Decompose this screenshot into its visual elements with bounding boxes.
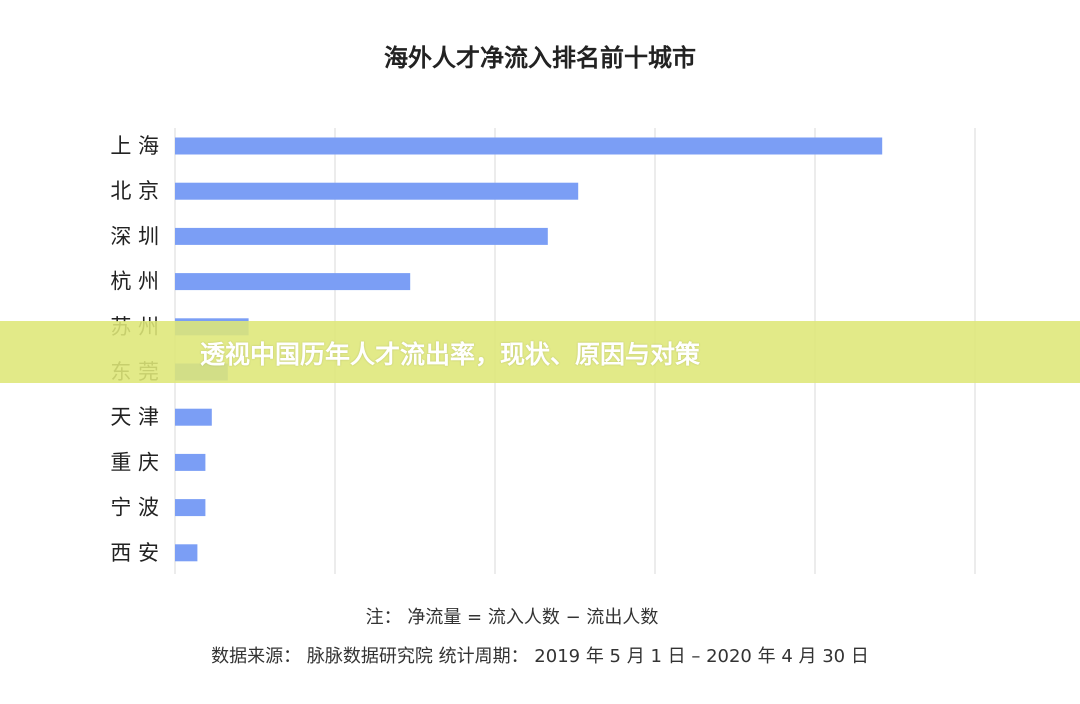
category-label: 天 津 (110, 405, 159, 429)
category-label: 重 庆 (110, 450, 159, 474)
category-label: 宁 波 (110, 496, 159, 520)
category-label: 杭 州 (110, 270, 159, 294)
bar (175, 182, 579, 200)
chart-title: 海外人才净流入排名前十城市 (384, 44, 696, 72)
title-banner (0, 321, 1080, 383)
chart-source: 数据来源： 脉脉数据研究院 统计周期： 2019 年 5 月 1 日 – 202… (211, 646, 869, 667)
bar (175, 453, 206, 471)
bar (175, 273, 411, 291)
bar (175, 408, 212, 426)
bar (175, 227, 548, 245)
chart-note: 注： 净流量 = 流入人数 − 流出人数 (366, 607, 659, 628)
bar (175, 499, 206, 517)
category-label: 西 安 (110, 541, 159, 565)
bar (175, 137, 883, 155)
category-label: 上 海 (110, 134, 159, 158)
bars (175, 137, 883, 562)
category-label: 深 圳 (110, 224, 159, 248)
banner-title: 透视中国历年人才流出率，现状、原因与对策 (200, 340, 701, 369)
bar (175, 544, 198, 562)
category-label: 北 京 (110, 179, 159, 203)
